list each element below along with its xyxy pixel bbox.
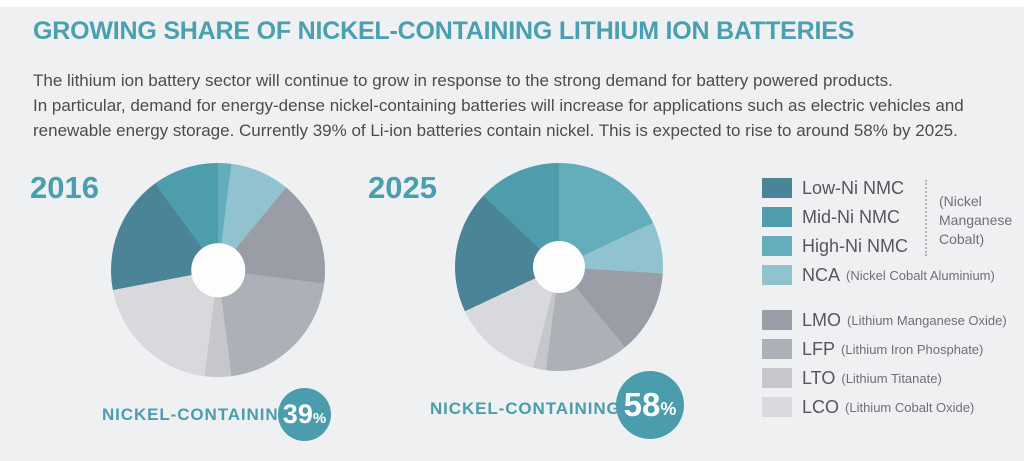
nickel-share-value-2016: 39 <box>282 399 313 429</box>
legend-item-lmo: LMO (Lithium Manganese Oxide) <box>762 310 1007 330</box>
donut-hole <box>191 243 245 297</box>
legend-detail: (Lithium Cobalt Oxide) <box>845 399 975 415</box>
nmc-group-note: (Nickel Manganese Cobalt) <box>939 193 1013 247</box>
legend-label: LCO <box>802 396 840 417</box>
legend-item-lco: LCO (Lithium Cobalt Oxide) <box>762 397 974 417</box>
legend-item-nca: NCA (Nickel Cobalt Aluminium) <box>762 265 995 285</box>
donut-chart-2025 <box>455 163 663 371</box>
page-title: GROWING SHARE OF NICKEL-CONTAINING LITHI… <box>33 17 855 45</box>
donut-hole <box>533 241 585 293</box>
legend-item-high-ni-nmc: High-Ni NMC <box>762 236 908 256</box>
legend-swatch-low-ni <box>762 178 792 198</box>
legend-swatch-lto <box>762 368 792 388</box>
legend-label: LTO <box>802 367 836 388</box>
legend-label: LMO <box>802 309 842 330</box>
donut-chart-2016 <box>111 163 325 377</box>
nickel-share-value-2025: 58 <box>623 386 661 423</box>
legend-item-low-ni-nmc: Low-Ni NMC <box>762 178 904 198</box>
top-border-strip <box>0 0 1024 7</box>
nickel-containing-label-2025: NICKEL-CONTAINING <box>430 399 621 418</box>
percent-sign: % <box>660 398 677 419</box>
legend-swatch-mid-ni <box>762 207 792 227</box>
legend-detail: (Lithium Titanate) <box>841 370 942 386</box>
intro-paragraph: The lithium ion battery sector will cont… <box>33 71 964 140</box>
nmc-group-dotted-line <box>925 180 927 256</box>
nickel-containing-label-2016: NICKEL-CONTAINING <box>102 405 293 424</box>
legend-swatch-nca <box>762 265 792 285</box>
legend-swatch-lmo <box>762 310 792 330</box>
legend-label: Low-Ni NMC <box>802 177 905 198</box>
legend-swatch-lfp <box>762 339 792 359</box>
legend-label: High-Ni NMC <box>802 235 909 256</box>
legend-label: LFP <box>802 338 836 359</box>
nickel-share-badge-2025: 58% <box>616 371 684 439</box>
legend-swatch-high-ni <box>762 236 792 256</box>
legend-detail: (Lithium Manganese Oxide) <box>847 312 1007 328</box>
legend-swatch-lco <box>762 397 792 417</box>
percent-sign: % <box>312 410 327 427</box>
year-label-2016: 2016 <box>30 170 99 205</box>
legend-item-lto: LTO (Lithium Titanate) <box>762 368 942 388</box>
legend-label: Mid-Ni NMC <box>802 206 900 227</box>
legend-detail: (Nickel Cobalt Aluminium) <box>846 267 995 283</box>
legend-item-mid-ni-nmc: Mid-Ni NMC <box>762 207 900 227</box>
legend-label: NCA <box>802 264 841 285</box>
legend-item-lfp: LFP (Lithium Iron Phosphate) <box>762 339 983 359</box>
nickel-share-badge-2016: 39% <box>278 388 331 441</box>
legend-detail: (Lithium Iron Phosphate) <box>841 341 984 357</box>
year-label-2025: 2025 <box>368 170 437 205</box>
